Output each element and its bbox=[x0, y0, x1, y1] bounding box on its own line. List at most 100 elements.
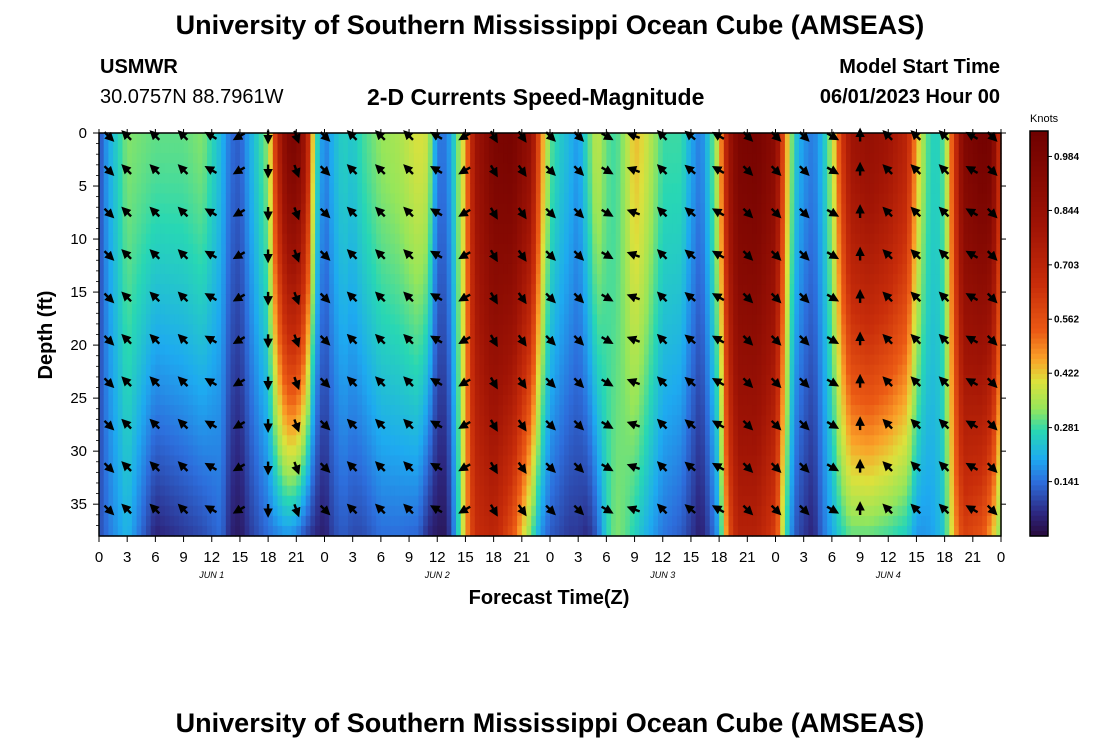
heatmap-cell bbox=[169, 284, 175, 295]
heatmap-cell bbox=[225, 263, 232, 275]
heatmap-cell bbox=[347, 364, 354, 376]
heatmap-cell bbox=[333, 173, 340, 184]
heatmap-cell bbox=[207, 183, 213, 195]
station-id: USMWR bbox=[100, 56, 178, 78]
heatmap-cell bbox=[676, 133, 683, 144]
heatmap-cell bbox=[136, 525, 142, 537]
heatmap-cell bbox=[540, 435, 546, 446]
heatmap-cell bbox=[315, 223, 321, 235]
heatmap-cell bbox=[103, 344, 109, 356]
heatmap-cell bbox=[503, 183, 509, 195]
heatmap-cell bbox=[286, 324, 293, 336]
heatmap-cell bbox=[136, 253, 142, 265]
heatmap-cell bbox=[432, 425, 438, 436]
heatmap-cell bbox=[446, 475, 452, 487]
heatmap-cell bbox=[197, 143, 203, 154]
heatmap-cell bbox=[141, 445, 147, 456]
heatmap-cell bbox=[681, 223, 687, 235]
heatmap-cell bbox=[498, 344, 504, 356]
heatmap-cell bbox=[155, 284, 161, 295]
heatmap-cell bbox=[427, 173, 434, 184]
heatmap-cell bbox=[418, 193, 424, 205]
heatmap-cell bbox=[244, 274, 250, 285]
heatmap-cell bbox=[418, 143, 424, 154]
heatmap-cell bbox=[394, 274, 401, 285]
heatmap-cell bbox=[559, 133, 565, 144]
heatmap-cell bbox=[141, 284, 147, 295]
heatmap-cell bbox=[103, 445, 109, 456]
heatmap-cell bbox=[277, 133, 283, 144]
heatmap-cell bbox=[376, 183, 382, 195]
heatmap-cell bbox=[587, 263, 593, 275]
heatmap-cell bbox=[99, 143, 105, 154]
heatmap-cell bbox=[216, 455, 222, 467]
heatmap-cell bbox=[268, 374, 274, 386]
heatmap-cell bbox=[108, 173, 114, 184]
heatmap-cell bbox=[192, 525, 199, 537]
heatmap-cell bbox=[643, 344, 650, 356]
heatmap-cell bbox=[136, 223, 142, 235]
heatmap-cell bbox=[460, 475, 467, 487]
heatmap-cell bbox=[122, 193, 128, 205]
heatmap-cell bbox=[446, 384, 452, 396]
heatmap-cell bbox=[192, 485, 199, 497]
heatmap-cell bbox=[573, 324, 579, 336]
heatmap-cell bbox=[451, 475, 457, 487]
heatmap-cell bbox=[427, 405, 434, 416]
heatmap-cell bbox=[498, 294, 504, 305]
heatmap-cell bbox=[681, 143, 687, 154]
heatmap-cell bbox=[343, 435, 349, 446]
heatmap-cell bbox=[592, 425, 598, 436]
heatmap-cell bbox=[503, 294, 509, 305]
heatmap-cell bbox=[629, 394, 636, 406]
heatmap-cell bbox=[564, 243, 570, 255]
heatmap-cell bbox=[160, 495, 166, 507]
heatmap-cell bbox=[540, 334, 546, 346]
heatmap-cell bbox=[465, 475, 471, 487]
heatmap-cell bbox=[456, 485, 462, 497]
heatmap-cell bbox=[399, 193, 405, 205]
heatmap-cell bbox=[573, 405, 579, 416]
heatmap-cell bbox=[178, 394, 185, 406]
heatmap-cell bbox=[620, 394, 626, 406]
heatmap-cell bbox=[446, 133, 452, 144]
heatmap-cell bbox=[667, 143, 673, 154]
heatmap-cell bbox=[343, 455, 349, 467]
heatmap-cell bbox=[493, 314, 499, 326]
heatmap-cell bbox=[352, 525, 358, 537]
heatmap-cell bbox=[197, 495, 203, 507]
heatmap-cell bbox=[319, 243, 326, 255]
heatmap-cell bbox=[658, 314, 664, 326]
heatmap-cell bbox=[99, 445, 105, 456]
heatmap-cell bbox=[643, 314, 650, 326]
heatmap-cell bbox=[554, 505, 560, 517]
heatmap-cell bbox=[230, 425, 236, 436]
heatmap-cell bbox=[446, 495, 452, 507]
heatmap-cell bbox=[564, 133, 570, 144]
heatmap-cell bbox=[150, 153, 156, 164]
heatmap-cell bbox=[390, 415, 396, 426]
heatmap-cell bbox=[394, 465, 401, 477]
heatmap-cell bbox=[470, 203, 476, 215]
heatmap-cell bbox=[225, 435, 232, 446]
heatmap-cell bbox=[319, 515, 326, 527]
heatmap-cell bbox=[192, 324, 199, 336]
heatmap-cell bbox=[545, 485, 551, 497]
heatmap-cell bbox=[183, 435, 189, 446]
heatmap-cell bbox=[343, 243, 349, 255]
heatmap-cell bbox=[333, 324, 340, 336]
heatmap-cell bbox=[437, 143, 443, 154]
heatmap-cell bbox=[394, 515, 401, 527]
heatmap-cell bbox=[488, 425, 495, 436]
heatmap-cell bbox=[315, 525, 321, 537]
heatmap-cell bbox=[488, 284, 495, 295]
heatmap-cell bbox=[296, 475, 302, 487]
heatmap-cell bbox=[286, 525, 293, 537]
heatmap-cell bbox=[432, 213, 438, 225]
heatmap-cell bbox=[136, 485, 142, 497]
heatmap-cell bbox=[507, 475, 514, 487]
heatmap-cell bbox=[625, 284, 631, 295]
heatmap-cell bbox=[643, 465, 650, 477]
heatmap-cell bbox=[136, 263, 142, 275]
heatmap-cell bbox=[347, 263, 354, 275]
